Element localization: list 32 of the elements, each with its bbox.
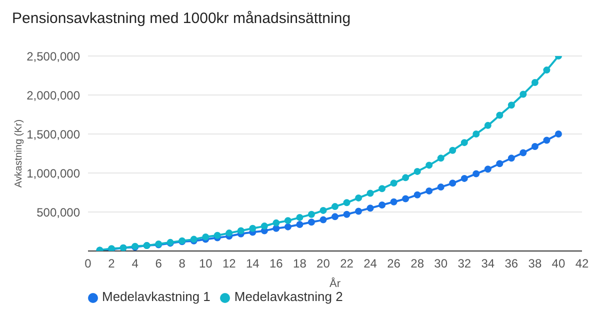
x-tick-label: 40 [552, 256, 566, 271]
x-tick-label: 24 [364, 256, 378, 271]
x-tick-label: 10 [198, 256, 213, 271]
x-tick-label: 30 [434, 256, 448, 271]
x-tick-label: 14 [246, 256, 260, 271]
x-tick-label: 42 [575, 256, 589, 271]
y-tick-label: 1,000,000 [26, 166, 80, 180]
x-tick-label: 12 [222, 256, 236, 271]
x-tick-label: 6 [155, 256, 162, 271]
legend-label: Medelavkastning 1 [102, 289, 210, 304]
x-tick-label: 38 [528, 256, 542, 271]
y-tick-label: 1,500,000 [26, 127, 80, 142]
x-tick-label: 18 [293, 256, 307, 271]
x-tick-label: 8 [178, 256, 186, 271]
chart-title: Pensionsavkastning med 1000kr månadsinsättning [12, 10, 351, 27]
x-tick-label: 36 [504, 256, 518, 271]
x-tick-label: 26 [387, 256, 401, 271]
y-tick-label: 2,000,000 [26, 88, 80, 102]
y-tick-label: 500,000 [36, 205, 80, 220]
legend-label: Medelavkastning 2 [234, 289, 343, 304]
y-tick-label: 2,500,000 [26, 49, 80, 64]
x-tick-label: 20 [316, 256, 330, 271]
x-tick-label: 0 [84, 256, 92, 271]
x-tick-label: 34 [481, 256, 495, 271]
x-tick-label: 4 [132, 256, 139, 271]
y-axis-title: Avkastning (Kr) [14, 119, 25, 188]
x-tick-label: 28 [410, 256, 424, 271]
x-tick-label: 22 [340, 256, 354, 271]
x-tick-label: 2 [108, 256, 116, 271]
x-tick-label: 16 [270, 256, 284, 271]
x-axis-title: År [330, 277, 341, 290]
x-tick-label: 32 [458, 256, 472, 271]
